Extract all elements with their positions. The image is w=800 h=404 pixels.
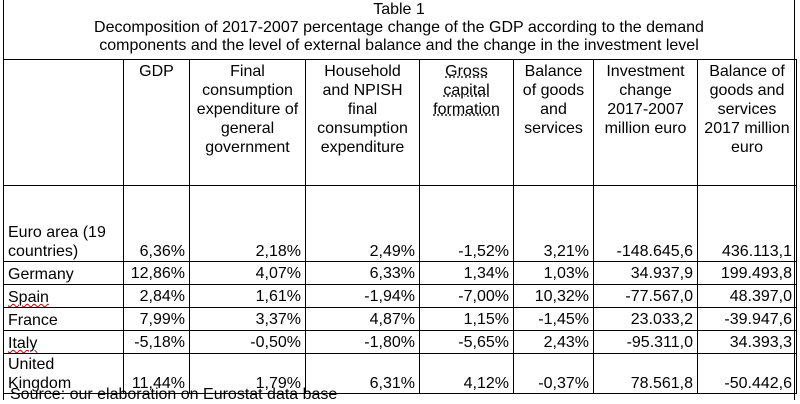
table-caption: Table 1 Decomposition of 2017-2007 perce…: [3, 0, 795, 60]
cell-household: 4,87%: [305, 307, 420, 331]
cell-gov: 2,18%: [189, 185, 306, 262]
header-balance-goods-services: Balance of goods and services: [513, 59, 594, 186]
row-label: Euro area (19 countries): [3, 185, 124, 262]
row-label: Spain: [3, 284, 124, 308]
table-row: Euro area (19 countries) 6,36% 2,18% 2,4…: [3, 185, 797, 262]
cell-gdp: 2,84%: [123, 284, 190, 308]
cell-gov: 3,37%: [189, 307, 306, 331]
gdp-decomposition-table: GDP Final consumption expenditure of gen…: [3, 59, 797, 394]
table-row: Italy -5,18% -0,50% -1,80% -5,65% 2,43% …: [3, 330, 797, 354]
table-row: United Kingdom 11,44% 1,79% 6,31% 4,12% …: [3, 353, 797, 394]
header-household-expenditure: Household and NPISH final consumption ex…: [305, 59, 420, 186]
cell-gcf: -5,65%: [419, 330, 514, 354]
cell-gdp: 6,36%: [123, 185, 190, 262]
header-government-expenditure: Final consumption expenditure of general…: [189, 59, 306, 186]
cell-balance: 1,03%: [513, 261, 594, 285]
cell-gdp: -5,18%: [123, 330, 190, 354]
cell-household: 2,49%: [305, 185, 420, 262]
table-row: Germany 12,86% 4,07% 6,33% 1,34% 1,03% 3…: [3, 261, 797, 285]
cell-balance-2017: 199.493,8: [697, 261, 797, 285]
cell-investment: 78.561,8: [593, 353, 698, 394]
header-investment-change: Investment change 2017-2007 million euro: [593, 59, 698, 186]
cell-gdp: 11,44%: [123, 353, 190, 394]
cell-gdp: 7,99%: [123, 307, 190, 331]
cell-gcf: 1,15%: [419, 307, 514, 331]
cell-gcf: 1,34%: [419, 261, 514, 285]
header-gdp: GDP: [123, 59, 190, 186]
cell-balance-2017: 48.397,0: [697, 284, 797, 308]
cell-balance-2017: -39.947,6: [697, 307, 797, 331]
cell-household: -1,80%: [305, 330, 420, 354]
source-note: Source: our elaboration on Eurostat data…: [10, 386, 338, 403]
cell-household: -1,94%: [305, 284, 420, 308]
cell-household: 6,31%: [305, 353, 420, 394]
caption-line-2: components and the level of external bal…: [99, 37, 699, 54]
cell-investment: -95.311,0: [593, 330, 698, 354]
cell-gcf: 4,12%: [419, 353, 514, 394]
cell-balance-2017: 34.393,3: [697, 330, 797, 354]
row-label: Germany: [3, 261, 124, 285]
caption-line-1: Decomposition of 2017-2007 percentage ch…: [94, 19, 704, 36]
cell-gdp: 12,86%: [123, 261, 190, 285]
cell-gcf: -7,00%: [419, 284, 514, 308]
row-label: Italy: [3, 330, 124, 354]
cell-balance: -0,37%: [513, 353, 594, 394]
header-gross-capital-formation: Gross capital formation: [419, 59, 514, 186]
row-label: France: [3, 307, 124, 331]
table-row: Spain 2,84% 1,61% -1,94% -7,00% 10,32% -…: [3, 284, 797, 308]
cell-gov: -0,50%: [189, 330, 306, 354]
row-label: United Kingdom: [3, 353, 124, 394]
header-balance-2017: Balance of goods and services 2017 milli…: [697, 59, 797, 186]
cell-balance: -1,45%: [513, 307, 594, 331]
cell-balance-2017: 436.113,1: [697, 185, 797, 262]
cell-gov: 1,61%: [189, 284, 306, 308]
caption-title: Table 1: [373, 1, 425, 18]
cell-balance: 2,43%: [513, 330, 594, 354]
cell-investment: -148.645,6: [593, 185, 698, 262]
cell-investment: 34.937,9: [593, 261, 698, 285]
cell-gov: 1,79%: [189, 353, 306, 394]
header-row: GDP Final consumption expenditure of gen…: [3, 59, 797, 186]
cell-investment: -77.567,0: [593, 284, 698, 308]
cell-balance-2017: -50.442,6: [697, 353, 797, 394]
cell-investment: 23.033,2: [593, 307, 698, 331]
cell-gcf: -1,52%: [419, 185, 514, 262]
cell-gov: 4,07%: [189, 261, 306, 285]
header-country: [3, 59, 124, 186]
cell-household: 6,33%: [305, 261, 420, 285]
cell-balance: 10,32%: [513, 284, 594, 308]
cell-balance: 3,21%: [513, 185, 594, 262]
table-row: France 7,99% 3,37% 4,87% 1,15% -1,45% 23…: [3, 307, 797, 331]
